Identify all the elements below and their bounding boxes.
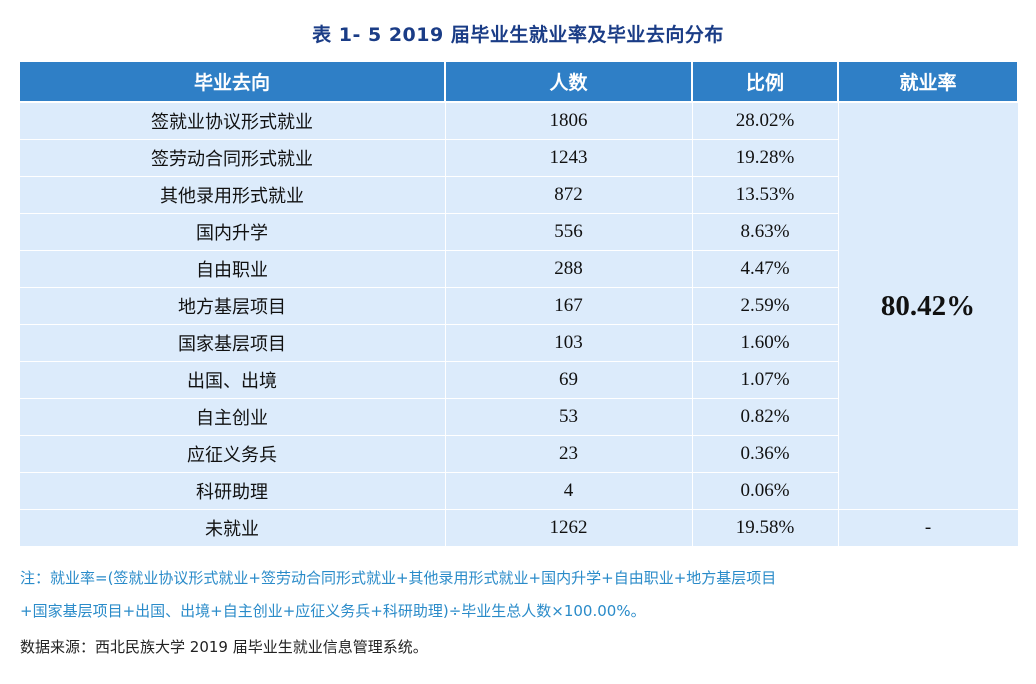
cell-count: 167: [444, 287, 693, 325]
footnote-line-2: +国家基层项目+出国、出境+自主创业+应征义务兵+科研助理)÷毕业生总人数×10…: [20, 602, 646, 620]
cell-count: 288: [444, 250, 693, 288]
cell-count: 69: [444, 361, 693, 399]
employment-rate-value: 80.42%: [837, 101, 1019, 510]
cell-direction: 自由职业: [18, 250, 446, 288]
cell-count: 1806: [444, 101, 693, 140]
table-row: 其他录用形式就业 872 13.53%: [18, 176, 1018, 214]
cell-direction: 出国、出境: [18, 361, 446, 399]
cell-ratio: 0.36%: [691, 435, 839, 473]
unemployed-row: 未就业 1262 19.58% -: [18, 509, 1019, 547]
data-source: 数据来源：西北民族大学 2019 届毕业生就业信息管理系统。: [20, 638, 428, 656]
cell-ratio: 2.59%: [691, 287, 839, 325]
cell-direction: 自主创业: [18, 398, 446, 436]
cell-direction: 科研助理: [18, 472, 446, 510]
cell-direction: 其他录用形式就业: [18, 176, 446, 214]
cell-count: 872: [444, 176, 693, 214]
cell-count: 1262: [444, 509, 693, 547]
table-row: 签就业协议形式就业 1806 28.02% 80.42%: [18, 101, 1019, 510]
header-ratio: 比例: [691, 62, 839, 102]
cell-count: 53: [444, 398, 693, 436]
cell-ratio: 1.60%: [691, 324, 839, 362]
cell-rate-dash: -: [837, 509, 1019, 547]
cell-count: 556: [444, 213, 693, 251]
cell-ratio: 28.02%: [691, 101, 839, 140]
header-rate: 就业率: [837, 62, 1019, 102]
cell-count: 23: [444, 435, 693, 473]
cell-ratio: 0.06%: [691, 472, 839, 510]
cell-count: 1243: [444, 139, 693, 177]
cell-ratio: 0.82%: [691, 398, 839, 436]
cell-direction: 国内升学: [18, 213, 446, 251]
cell-direction: 应征义务兵: [18, 435, 446, 473]
cell-count: 4: [444, 472, 693, 510]
table-row: 应征义务兵 23 0.36%: [18, 435, 1018, 473]
table-row: 签劳动合同形式就业 1243 19.28%: [18, 139, 1018, 177]
cell-direction: 地方基层项目: [18, 287, 446, 325]
table-row: 自由职业 288 4.47%: [18, 250, 1018, 288]
cell-ratio: 1.07%: [691, 361, 839, 399]
cell-ratio: 4.47%: [691, 250, 839, 288]
table-row: 自主创业 53 0.82%: [18, 398, 1018, 436]
cell-ratio: 8.63%: [691, 213, 839, 251]
header-count: 人数: [444, 62, 693, 102]
cell-count: 103: [444, 324, 693, 362]
cell-ratio: 13.53%: [691, 176, 839, 214]
cell-ratio: 19.58%: [691, 509, 839, 547]
header-direction: 毕业去向: [18, 62, 446, 102]
table-row: 地方基层项目 167 2.59%: [18, 287, 1018, 325]
cell-direction: 签劳动合同形式就业: [18, 139, 446, 177]
cell-direction: 未就业: [18, 509, 446, 547]
table-row: 出国、出境 69 1.07%: [18, 361, 1018, 399]
cell-ratio: 19.28%: [691, 139, 839, 177]
cell-direction: 签就业协议形式就业: [18, 101, 446, 140]
header-row: 毕业去向 人数 比例 就业率: [18, 62, 1019, 102]
table-caption: 表 1- 5 2019 届毕业生就业率及毕业去向分布: [312, 24, 724, 46]
footnote-line-1: 注：就业率=(签就业协议形式就业+签劳动合同形式就业+其他录用形式就业+国内升学…: [20, 569, 777, 587]
employment-table: 毕业去向 人数 比例 就业率 签就业协议形式就业 1806 28.02% 80.…: [18, 62, 1019, 547]
cell-direction: 国家基层项目: [18, 324, 446, 362]
table-row: 国内升学 556 8.63%: [18, 213, 1018, 251]
